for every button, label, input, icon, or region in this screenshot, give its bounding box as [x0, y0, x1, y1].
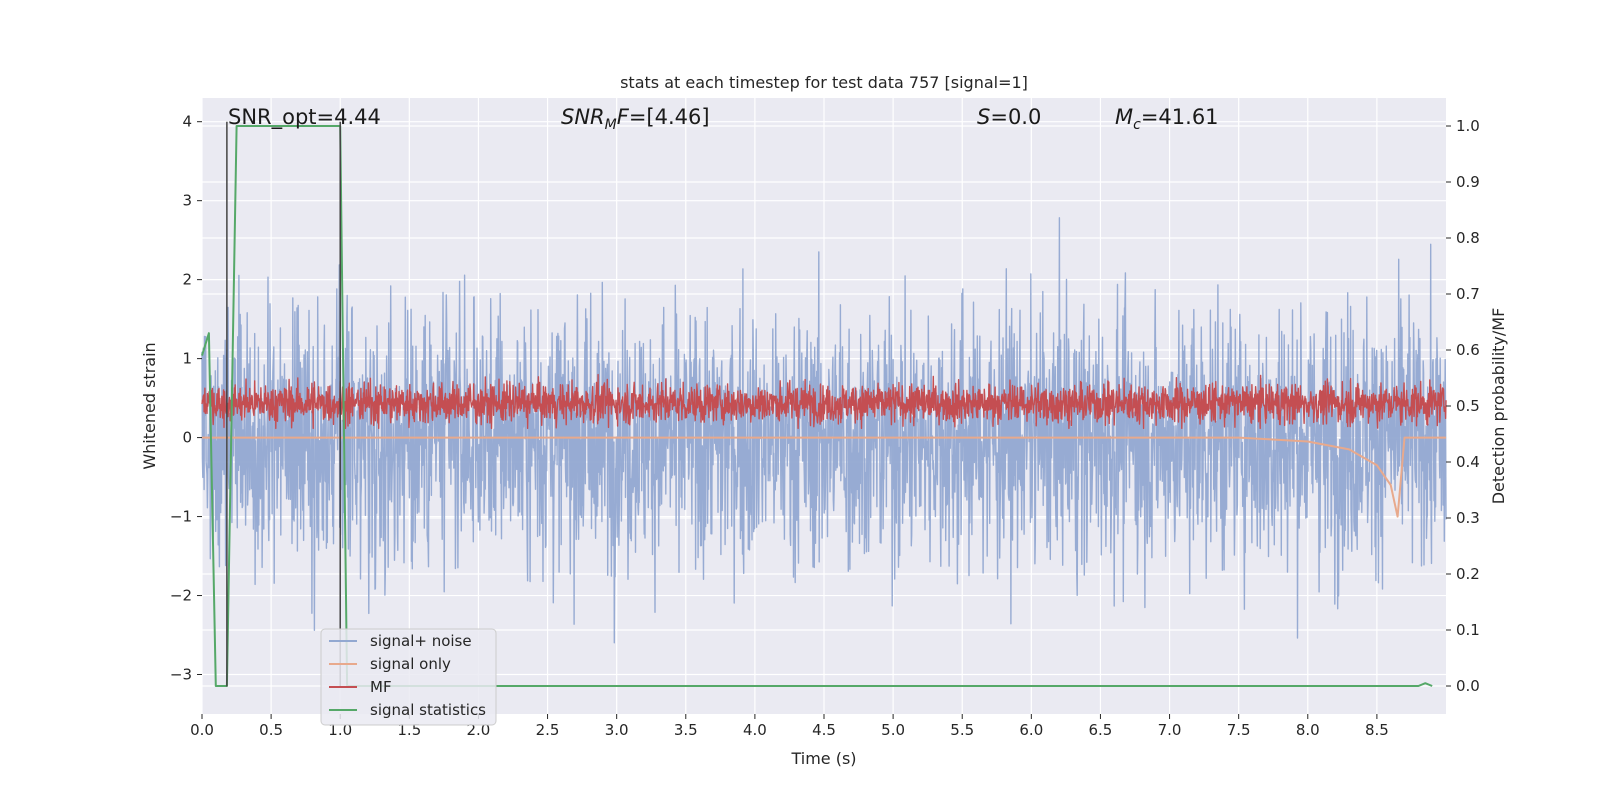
legend-label-signal-noise: signal+ noise	[370, 632, 472, 650]
x-axis-title: Time (s)	[790, 749, 856, 768]
series-line-signal-only	[202, 436, 1446, 518]
x-tick-label: 6.5	[1089, 721, 1113, 739]
annotation-snr-mf: SNRMF=[4.46]	[561, 105, 710, 133]
legend-label-signal-only: signal only	[370, 655, 451, 673]
y-left-tick-label: −1	[170, 508, 192, 526]
annotation-s-var: S	[977, 105, 990, 129]
x-tick-label: 4.0	[743, 721, 767, 739]
x-tick-label: 7.0	[1158, 721, 1182, 739]
x-tick-label: 0.5	[259, 721, 283, 739]
annotation-snr-opt-value: 4.44	[334, 105, 381, 129]
x-tick-label: 3.0	[605, 721, 629, 739]
y-axis-right-title: Detection probability/MF	[1489, 308, 1508, 505]
x-tick-label: 5.5	[950, 721, 974, 739]
legend: signal+ noise signal only MF signal stat…	[320, 628, 497, 726]
annotation-snr-mf-var2: F	[617, 105, 630, 129]
y-left-tick-label: 3	[182, 192, 192, 210]
annotation-snr-mf-var: SNR	[561, 105, 605, 129]
annotation-snr-mf-value: =[4.46]	[629, 105, 710, 129]
x-tick-label: 2.5	[536, 721, 560, 739]
annotation-snr-opt: SNR_opt=4.44	[228, 105, 381, 130]
legend-label-signal-statistics: signal statistics	[370, 701, 486, 719]
annotation-mc-sub: c	[1133, 117, 1141, 133]
series-line-signal-statistics	[201, 125, 1433, 687]
x-tick-label: 8.5	[1365, 721, 1389, 739]
y-right-tick-label: 0.8	[1456, 229, 1480, 247]
annotation-snr-mf-sub: M	[605, 117, 617, 133]
y-ticks-left: −3 −2 −1 0 1 2 3 4	[170, 113, 202, 684]
x-tick-label: 4.5	[812, 721, 836, 739]
annotation-s-value: =0.0	[990, 105, 1041, 129]
series-line-mf	[201, 373, 1447, 430]
y-left-tick-label: 4	[182, 113, 192, 131]
y-right-tick-label: 1.0	[1456, 117, 1480, 135]
y-right-tick-label: 0.9	[1456, 173, 1480, 191]
y-right-tick-label: 0.1	[1456, 621, 1480, 639]
y-ticks-right: 0.0 0.1 0.2 0.3 0.4 0.5 0.6 0.7 0.8 0.9 1.0	[1446, 117, 1480, 695]
y-left-tick-label: 0	[182, 429, 192, 447]
y-right-tick-label: 0.0	[1456, 677, 1480, 695]
x-ticks: 0.0 0.5 1.0 1.5 2.0 2.5 3.0 3.5 4.0 4.5 5.0 5.5 6.0 6…	[190, 714, 1389, 739]
x-tick-label: 0.0	[190, 721, 214, 739]
legend-label-mf: MF	[370, 678, 392, 696]
series-layer	[201, 121, 1447, 687]
annotation-mc-value: =41.61	[1141, 105, 1219, 129]
x-tick-label: 8.0	[1296, 721, 1320, 739]
annotation-mc: Mc=41.61	[1115, 105, 1219, 133]
y-right-tick-label: 0.2	[1456, 565, 1480, 583]
y-left-tick-label: 1	[182, 350, 192, 368]
y-right-tick-label: 0.3	[1456, 509, 1480, 527]
y-right-tick-label: 0.4	[1456, 453, 1480, 471]
y-right-tick-label: 0.5	[1456, 397, 1480, 415]
y-left-tick-label: −2	[170, 587, 192, 605]
x-tick-label: 7.5	[1227, 721, 1251, 739]
x-tick-label: 5.0	[881, 721, 905, 739]
y-left-tick-label: 2	[182, 271, 192, 289]
annotation-s: S=0.0	[977, 105, 1041, 129]
y-left-tick-label: −3	[170, 666, 192, 684]
annotation-mc-var: M	[1115, 105, 1133, 129]
legend-box	[320, 628, 497, 726]
y-axis-left-title: Whitened strain	[140, 342, 159, 469]
y-right-tick-label: 0.7	[1456, 285, 1480, 303]
x-tick-label: 6.0	[1019, 721, 1043, 739]
y-right-tick-label: 0.6	[1456, 341, 1480, 359]
annotation-snr-opt-prefix: SNR_opt=	[228, 105, 334, 130]
chart-title: stats at each timestep for test data 757…	[620, 73, 1028, 92]
x-tick-label: 3.5	[674, 721, 698, 739]
